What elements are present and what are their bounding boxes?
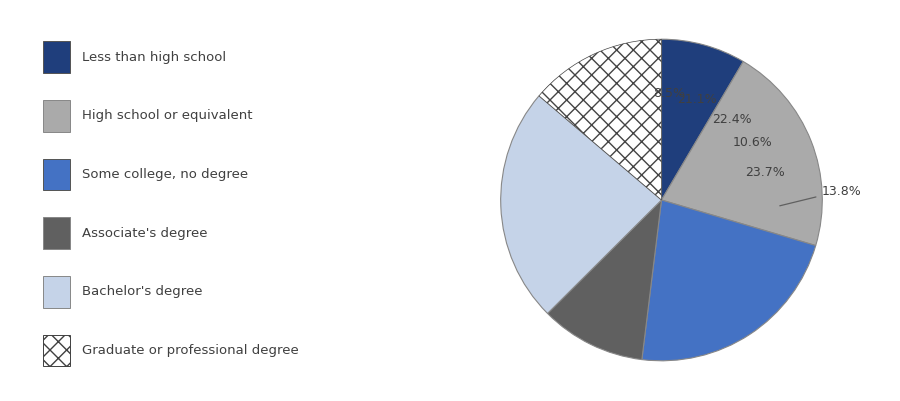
Bar [43,101,70,132]
Wedge shape [547,200,661,360]
Text: High school or equivalent: High school or equivalent [82,109,253,122]
Wedge shape [500,97,662,314]
Text: Some college, no degree: Some college, no degree [82,168,248,180]
Bar [43,159,70,191]
Text: 23.7%: 23.7% [745,165,785,178]
Wedge shape [642,200,815,361]
Wedge shape [539,40,662,200]
Bar [43,42,70,74]
Text: Associate's degree: Associate's degree [82,226,208,239]
Text: 21.1%: 21.1% [677,93,716,105]
Wedge shape [662,40,743,200]
Bar [43,277,70,308]
Bar [43,218,70,249]
Text: 13.8%: 13.8% [779,185,861,206]
Text: 22.4%: 22.4% [712,113,751,126]
Wedge shape [662,63,823,246]
Text: 8.5%: 8.5% [653,87,686,100]
Text: 10.6%: 10.6% [733,136,772,149]
Text: Bachelor's degree: Bachelor's degree [82,285,202,298]
Bar [43,335,70,367]
Text: Graduate or professional degree: Graduate or professional degree [82,343,299,356]
Text: Less than high school: Less than high school [82,51,226,63]
